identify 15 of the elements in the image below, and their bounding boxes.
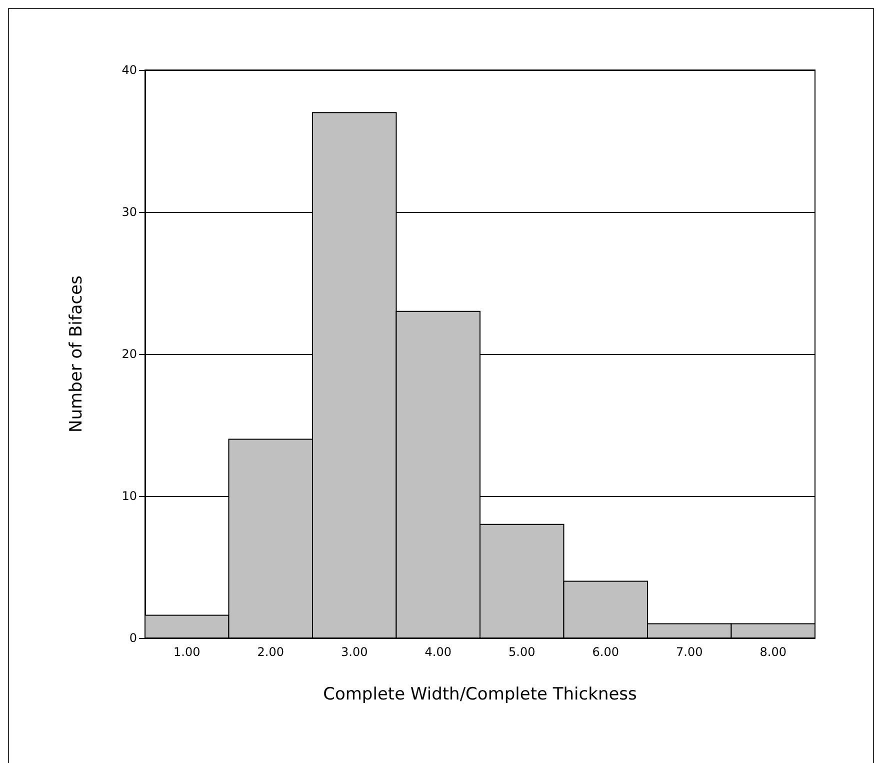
x-tick-label: 4.00 — [424, 645, 452, 659]
x-tick-label: 7.00 — [676, 645, 703, 659]
y-tick-label: 0 — [129, 631, 137, 645]
y-tick-label: 30 — [122, 205, 137, 219]
y-tick-label: 40 — [122, 63, 137, 77]
x-tick-label: 8.00 — [760, 645, 786, 659]
x-axis-title: Complete Width/Complete Thickness — [323, 684, 638, 704]
x-tick-label: 6.00 — [592, 645, 619, 659]
x-tick-label: 2.00 — [257, 645, 284, 659]
x-tick-label: 5.00 — [508, 645, 536, 659]
x-tick-label: 3.00 — [341, 645, 368, 659]
y-axis-title: Number of Bifaces — [66, 275, 86, 432]
y-tick-label: 20 — [122, 347, 137, 361]
x-tick-label: 1.00 — [174, 645, 200, 659]
y-tick-label: 10 — [122, 489, 137, 503]
